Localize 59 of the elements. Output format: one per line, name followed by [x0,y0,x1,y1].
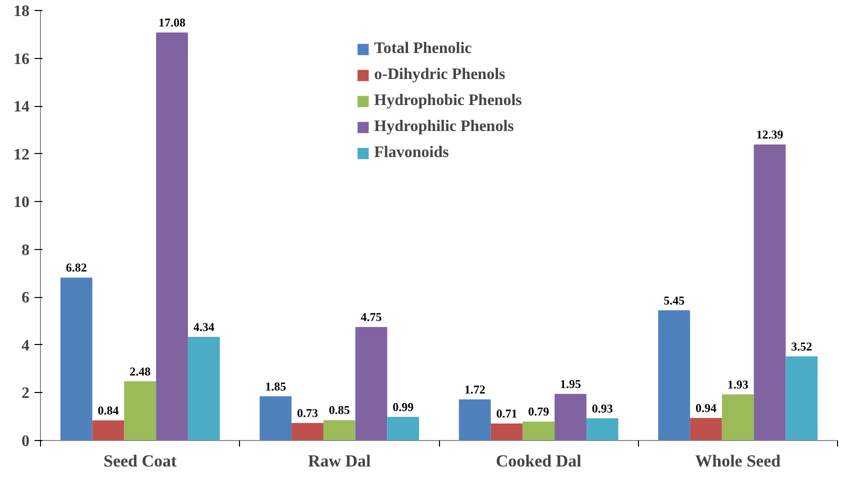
data-label: 2.48 [130,364,151,378]
bar [355,327,388,440]
data-label: 17.08 [158,15,186,30]
data-label: 0.85 [328,403,350,418]
data-label: 0.73 [296,406,318,420]
y-tick-label: 4 [22,337,30,354]
legend-label: Hydrophilic Phenols [374,118,514,136]
bar [554,394,586,440]
bar [260,396,292,440]
y-tick-label: 18 [14,3,30,20]
bar [156,32,188,440]
bar [188,336,220,440]
bar [124,381,156,440]
bar [323,420,356,440]
bar [658,310,690,440]
bar [722,394,754,440]
bar [522,422,555,440]
data-label: 4.34 [193,320,214,334]
data-label: 3.52 [791,339,812,354]
data-label: 12.39 [756,128,784,142]
bar [387,416,420,440]
data-label: 0.93 [592,401,613,416]
data-label: 0.71 [496,406,518,421]
bar [754,144,786,440]
data-label: 0.94 [695,401,716,416]
x-tick-label: Seed Coat [104,452,178,470]
bar [690,418,722,440]
data-label: 0.79 [528,404,550,419]
y-tick-label: 8 [22,242,30,259]
x-tick-label: Cooked Dal [496,452,582,470]
bar [60,278,92,440]
bar [786,356,818,440]
data-label: 1.95 [560,376,582,391]
data-label: 1.72 [464,382,486,396]
bar [292,423,324,440]
y-tick-label: 2 [22,385,30,402]
legend-label: Total Phenolic [374,40,472,58]
y-tick-label: 0 [22,433,30,450]
bar [92,420,124,440]
legend-label: Flavonoids [374,144,449,162]
y-tick-label: 10 [14,194,30,212]
y-tick-label: 16 [14,50,30,68]
y-tick-label: 14 [14,98,30,116]
legend-label: Hydrophobic Phenols [374,92,522,110]
y-tick-label: 12 [14,146,30,164]
bar [458,399,491,440]
data-label: 1.85 [265,379,286,394]
data-label: 6.82 [66,260,87,275]
data-label: 0.99 [392,400,414,414]
x-tick-label: Whole Seed [695,452,782,470]
data-label: 1.93 [727,377,748,392]
legend-label: o-Dihydric Phenols [374,66,506,84]
bar [586,418,618,440]
x-tick-label: Raw Dal [308,452,372,470]
data-label: 5.45 [664,293,685,308]
y-tick-label: 6 [22,290,30,307]
data-label: 4.75 [360,310,382,324]
bar [490,424,523,440]
data-label: 0.84 [98,403,119,418]
